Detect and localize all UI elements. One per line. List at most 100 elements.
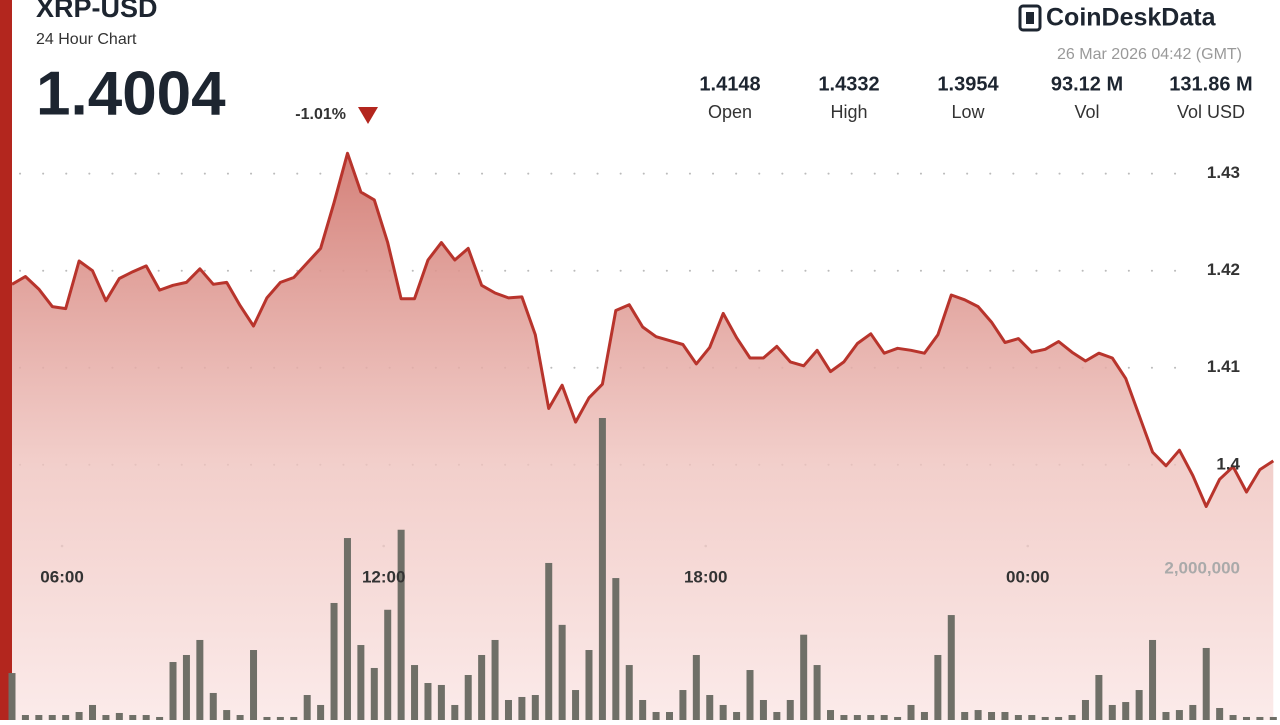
volume-bar (1189, 704, 1197, 720)
volume-bar (317, 704, 325, 720)
volume-bar (1001, 711, 1009, 720)
volume-bar (988, 711, 996, 720)
volume-bar (1242, 716, 1250, 720)
volume-bar (1162, 711, 1170, 720)
volume-bar (223, 710, 231, 720)
price-area (12, 153, 1274, 721)
stat-value: 1.4148 (699, 73, 760, 95)
volume-bar (129, 715, 137, 720)
volume-bar (907, 704, 915, 720)
volume-bar (665, 711, 673, 720)
volume-bar (612, 578, 620, 720)
volume-bar (1122, 702, 1130, 720)
volume-bar (115, 712, 123, 720)
volume-bar (169, 662, 177, 720)
volume-bar (330, 602, 338, 720)
x-tick-label: 06:00 (40, 567, 83, 586)
volume-bar (1081, 699, 1089, 720)
volume-bar (746, 670, 754, 720)
volume-bar (920, 711, 928, 720)
volume-bar (652, 711, 660, 720)
volume-bar (303, 695, 311, 720)
volume-bar (451, 704, 459, 720)
current-price: 1.4004 (36, 59, 226, 128)
down-arrow (358, 107, 378, 124)
volume-bar (733, 711, 741, 720)
volume-bar (8, 673, 16, 720)
volume-bar (236, 715, 244, 720)
volume-bar (250, 650, 258, 720)
volume-bar (142, 715, 150, 720)
stat-label: Low (951, 102, 985, 122)
volume-bar (35, 715, 43, 720)
volume-bar (62, 715, 70, 720)
volume-bar (692, 654, 700, 720)
volume-bar (263, 716, 271, 720)
volume-bar (853, 715, 861, 720)
volume-bar (867, 715, 875, 720)
x-tick-label: 18:00 (684, 567, 727, 586)
volume-bar (773, 711, 781, 720)
brand-logo (1018, 4, 1042, 32)
y-tick-label: 1.42 (1207, 260, 1240, 279)
chart-title: XRP-USD (36, 0, 158, 23)
volume-bar (75, 711, 83, 720)
volume-bar (1269, 716, 1277, 720)
stat-value: 1.3954 (937, 73, 999, 95)
volume-bar (290, 716, 298, 720)
volume-bar (1229, 715, 1237, 720)
volume-bar (411, 665, 419, 720)
volume-bar (437, 684, 445, 720)
stat-label: Vol (1074, 102, 1099, 122)
volume-bar (504, 699, 512, 720)
volume-bar (276, 716, 284, 720)
volume-bar (21, 715, 29, 720)
volume-bar (880, 715, 888, 720)
volume-bar (370, 667, 378, 720)
volume-bar (625, 665, 633, 720)
volume-bar (800, 634, 808, 720)
stat-value: 1.4332 (818, 73, 879, 95)
volume-bar (384, 609, 392, 720)
volume-bar (585, 650, 593, 720)
accent-bar (0, 0, 12, 720)
volume-bar (598, 418, 606, 720)
brand-name: CoinDeskData (1046, 4, 1217, 32)
volume-bar (1108, 704, 1116, 720)
volume-bar (102, 715, 110, 720)
volume-bar (894, 716, 902, 720)
volume-bar (1216, 707, 1224, 720)
chart-subtitle: 24 Hour Chart (36, 31, 137, 48)
line-layer (11, 151, 1275, 508)
volume-bar (196, 639, 204, 720)
volume-bar (934, 654, 942, 720)
labels: 1.4148 Open 1.4332 High 1.3954 Low 93.12 M Vol 1… (40, 73, 1252, 586)
volume-bar (961, 711, 969, 720)
volume-bar (1028, 715, 1036, 720)
volume-bar (357, 645, 365, 720)
volume-bar (947, 615, 955, 720)
volume-bar (719, 704, 727, 720)
volume-bar (1055, 716, 1063, 720)
volume-layer (8, 418, 1277, 720)
stat-value: 93.12 M (1051, 73, 1123, 95)
stat-label: Vol USD (1177, 102, 1245, 122)
volume-bar (491, 639, 499, 720)
volume-bar (759, 699, 767, 720)
volume-bar (478, 654, 486, 720)
volume-bar (1014, 715, 1022, 720)
volume-bar (572, 690, 580, 720)
volume-bar (1095, 675, 1103, 720)
volume-bar (639, 699, 647, 720)
price-line (11, 151, 1275, 508)
volume-bar (89, 704, 97, 720)
stat-label: Open (708, 102, 752, 122)
stat-label: High (830, 102, 867, 122)
volume-bar (464, 675, 472, 720)
volume-bar (1041, 716, 1049, 720)
volume-bar (424, 683, 432, 720)
volume-bar (558, 624, 566, 720)
volume-bar (209, 692, 217, 720)
timestamp: 26 Mar 2026 04:42 (GMT) (1057, 46, 1242, 63)
price-change: -1.01% (295, 106, 346, 123)
